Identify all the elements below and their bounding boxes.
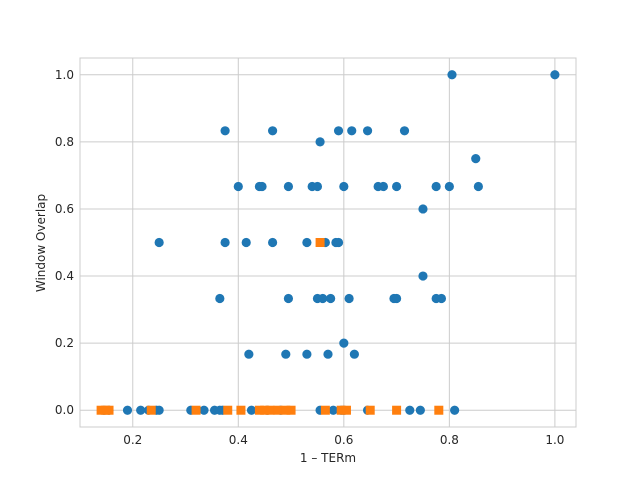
series-1-point [267, 237, 278, 248]
series-1-point [471, 154, 481, 164]
series-1-point [347, 126, 357, 136]
x-tick-label: 1.0 [545, 433, 564, 447]
series-1-point [333, 126, 344, 136]
series-2-point [320, 405, 330, 415]
plot-frame [79, 57, 577, 428]
y-tick-label: 0.8 [55, 135, 74, 149]
series-1-point [326, 293, 336, 304]
series-1-point [154, 405, 164, 415]
series-2-point [265, 405, 275, 415]
series-2-point [104, 405, 114, 415]
y-tick-label: 0.4 [55, 269, 74, 283]
series-1-point [447, 70, 457, 80]
series-1-point [378, 181, 389, 192]
x-tick-label: 0.4 [229, 433, 248, 447]
series-2-point [281, 405, 291, 415]
series-1-point [339, 181, 349, 192]
series-1-point [436, 293, 447, 304]
series-1-point [283, 181, 294, 192]
series-2-point [191, 405, 201, 415]
series-1-point [302, 349, 312, 359]
series-2-point [146, 405, 156, 415]
series-2-point [273, 405, 283, 415]
series-1-point [323, 349, 333, 359]
series-1-point [244, 349, 254, 359]
series-1-point [431, 181, 441, 192]
series-1-point [473, 181, 483, 192]
series-1-point [267, 126, 278, 136]
series-1-point [283, 293, 294, 304]
series-1-point [220, 126, 230, 136]
series-2-point [236, 405, 246, 415]
series-2-point [315, 238, 325, 247]
series-1-point [246, 405, 257, 415]
series-1-point [333, 237, 344, 248]
series-1-point [415, 405, 425, 415]
data-points [96, 70, 560, 415]
series-1-point [302, 237, 312, 248]
series-1-point [257, 181, 267, 192]
series-1-point [215, 293, 225, 304]
y-tick-label: 0.0 [55, 403, 74, 417]
series-2-point [365, 405, 375, 415]
series-1-point [362, 126, 373, 136]
series-1-point [199, 405, 209, 415]
series-2-point [223, 405, 233, 415]
x-axis-label: 1 – TERm [300, 451, 356, 465]
series-1-point [136, 405, 146, 415]
series-1-point [241, 237, 251, 248]
series-1-point [339, 338, 349, 348]
series-1-point [399, 126, 410, 136]
series-1-point [391, 181, 402, 192]
series-1-point [281, 349, 291, 359]
series-1-point [450, 405, 460, 415]
y-tick-label: 0.6 [55, 202, 74, 216]
series-2-point [260, 405, 270, 415]
series-1-point [312, 181, 323, 192]
series-2-point [392, 405, 402, 415]
series-1-point [418, 204, 428, 214]
series-1-point [220, 237, 230, 248]
x-tick-label: 0.8 [440, 433, 459, 447]
series-1-point [315, 137, 325, 147]
series-1-point [344, 293, 354, 304]
series-2-point [336, 405, 346, 415]
tick-labels: 0.2 0.4 0.6 0.8 1.0 0.0 0.2 0.4 0.6 0.8 1.0 [55, 68, 565, 447]
series-1-point [318, 293, 328, 304]
series-2-point [341, 405, 351, 415]
series-1-point [405, 405, 415, 415]
series-1-point [154, 237, 164, 248]
series-1-point [233, 181, 243, 192]
series-2-point [434, 405, 444, 415]
x-tick-label: 0.2 [123, 433, 142, 447]
series-1-point [418, 271, 428, 281]
series-1-point [349, 349, 359, 359]
series-1-point [122, 405, 133, 415]
series-2-point [286, 405, 296, 415]
series-1-point [444, 181, 454, 192]
y-tick-label: 0.2 [55, 336, 74, 350]
series-1-point [328, 405, 338, 415]
y-tick-label: 1.0 [55, 68, 74, 82]
x-tick-label: 0.6 [334, 433, 353, 447]
series-2-point [254, 405, 264, 415]
y-axis-label: Window Overlap [34, 194, 48, 292]
series-1-point [391, 293, 402, 304]
series-1-point [550, 70, 560, 80]
